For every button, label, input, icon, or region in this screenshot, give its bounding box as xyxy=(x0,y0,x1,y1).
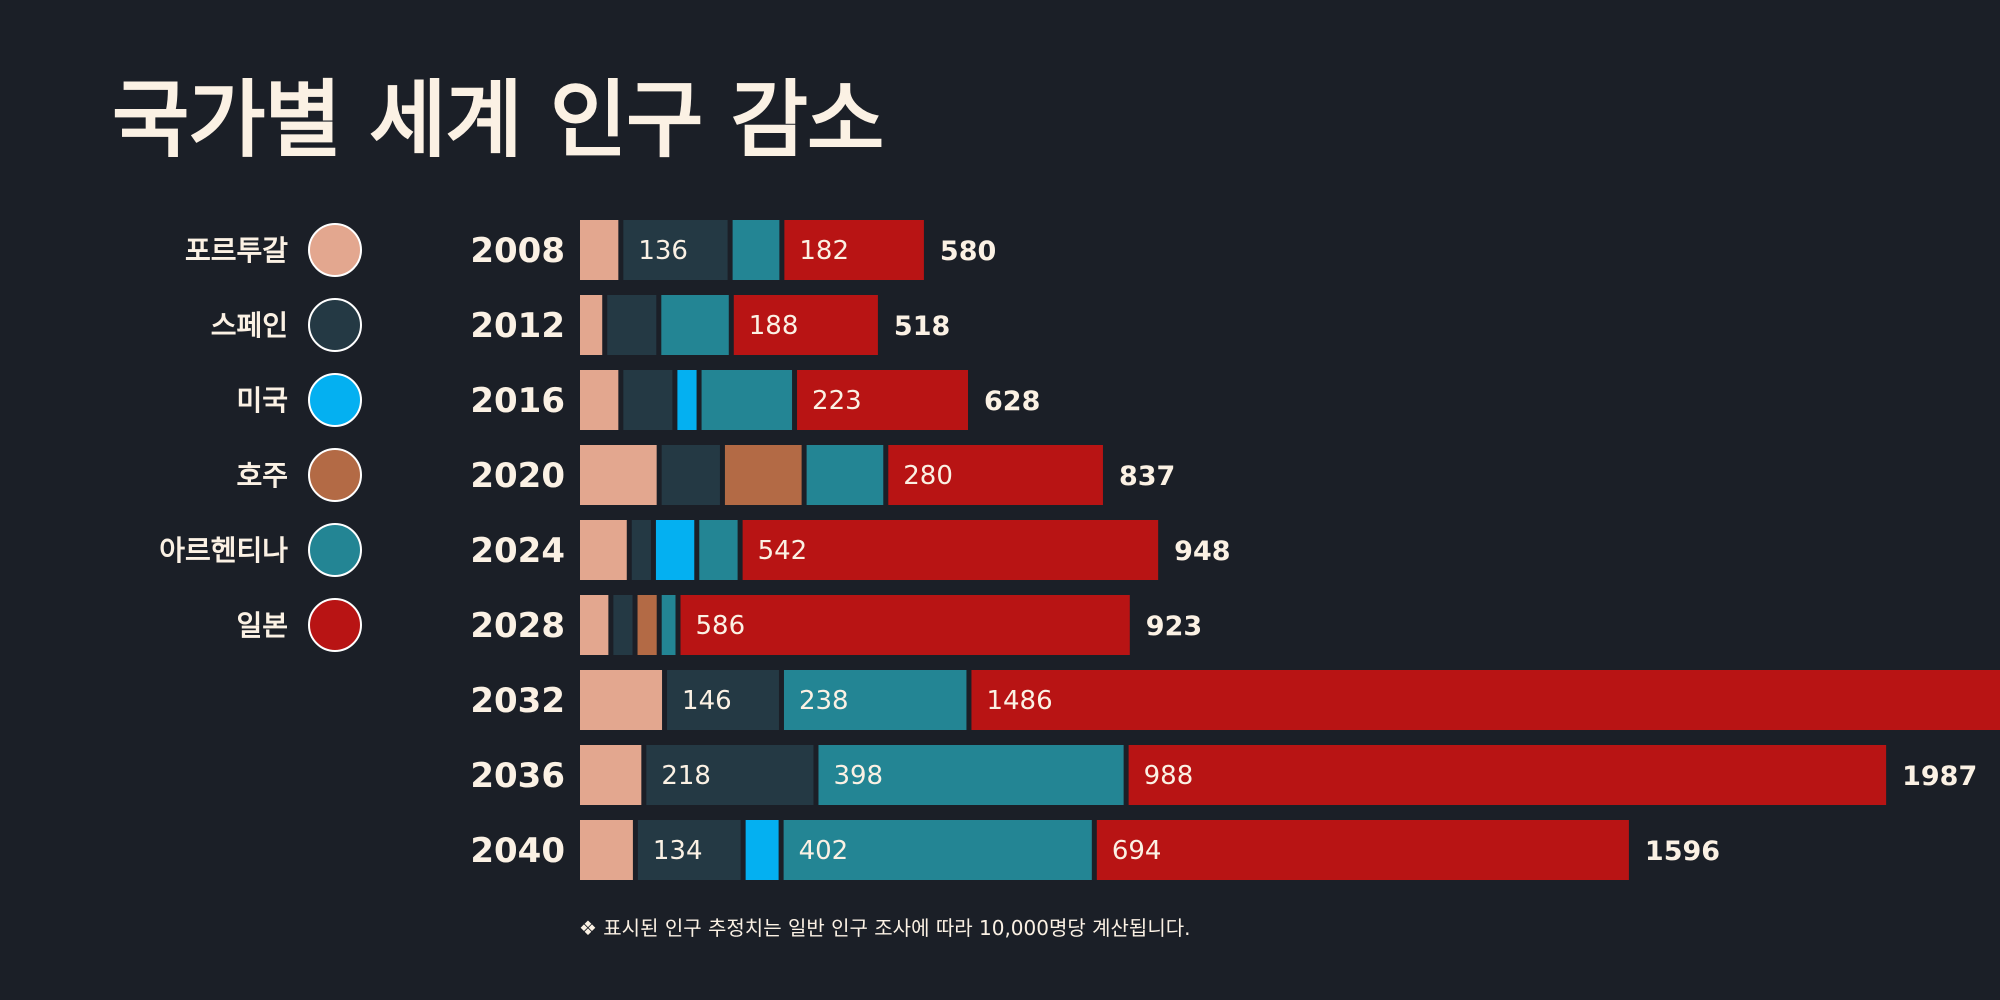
bar-segment xyxy=(631,520,651,580)
segment-value-label: 398 xyxy=(833,761,883,791)
segment-value-label: 988 xyxy=(1144,761,1194,791)
bar-segment xyxy=(613,595,633,655)
year-label: 2028 xyxy=(470,606,565,646)
total-value-label: 923 xyxy=(1146,611,1202,642)
total-value-label: 837 xyxy=(1119,461,1175,492)
legend-swatch xyxy=(308,448,362,502)
segment-value-label: 218 xyxy=(661,761,711,791)
segment-value-label: 134 xyxy=(653,836,703,866)
total-value-label: 628 xyxy=(984,386,1040,417)
chart-title: 국가별 세계 인구 감소 xyxy=(112,71,884,169)
bar-segment xyxy=(806,445,884,505)
segment-value-label: 188 xyxy=(749,311,799,341)
segment-value-label: 223 xyxy=(812,386,862,416)
bar-segment xyxy=(580,595,609,655)
bar-segment xyxy=(797,370,969,430)
total-value-label: 1987 xyxy=(1902,761,1977,792)
segment-value-label: 238 xyxy=(799,686,849,716)
bar-segment xyxy=(580,445,657,505)
legend-label: 포르투갈 xyxy=(185,234,288,267)
total-value-label: 518 xyxy=(894,311,950,342)
year-label: 2024 xyxy=(470,531,565,571)
bar-segment xyxy=(701,370,793,430)
bar-segment xyxy=(667,670,779,730)
year-label: 2040 xyxy=(470,831,565,871)
bar-segment xyxy=(580,820,633,880)
year-label: 2012 xyxy=(470,306,565,346)
total-value-label: 580 xyxy=(940,236,996,267)
bar-segment xyxy=(677,370,697,430)
bar-segment xyxy=(745,820,779,880)
bar-segment xyxy=(661,445,720,505)
year-label: 2016 xyxy=(470,381,565,421)
bar-segment xyxy=(661,295,729,355)
legend-swatch xyxy=(308,523,362,577)
bar-segment xyxy=(783,670,967,730)
bar-segment xyxy=(580,295,603,355)
bar-segment xyxy=(661,595,676,655)
bar-segment xyxy=(637,820,741,880)
bar-segment xyxy=(818,745,1124,805)
segment-value-label: 586 xyxy=(696,611,746,641)
bar-segment xyxy=(623,220,728,280)
legend-label: 호주 xyxy=(236,459,288,492)
segment-value-label: 146 xyxy=(682,686,732,716)
segment-value-label: 542 xyxy=(758,536,808,566)
bar-segment xyxy=(888,445,1103,505)
bar-segment xyxy=(733,295,878,355)
bar-segment xyxy=(724,445,802,505)
legend-label: 스페인 xyxy=(211,309,288,342)
total-value-label: 948 xyxy=(1174,536,1230,567)
segment-value-label: 402 xyxy=(799,836,849,866)
bar-segment xyxy=(580,670,663,730)
bar-segment xyxy=(580,220,619,280)
legend-label: 미국 xyxy=(236,384,288,417)
bar-segment xyxy=(732,220,780,280)
bar-segment xyxy=(699,520,738,580)
bar-segment xyxy=(655,520,695,580)
footnote: ❖ 표시된 인구 추정치는 일반 인구 조사에 따라 10,000명당 계산됩니… xyxy=(579,916,1191,940)
legend-label: 아르헨티나 xyxy=(159,534,288,567)
bar-segment xyxy=(680,595,1130,655)
legend-swatch xyxy=(308,223,362,277)
segment-value-label: 694 xyxy=(1112,836,1162,866)
bar-segment xyxy=(971,670,2000,730)
bar-segment xyxy=(580,370,619,430)
segment-value-label: 136 xyxy=(638,236,688,266)
bar-segment xyxy=(646,745,814,805)
legend-swatch xyxy=(308,298,362,352)
legend-swatch xyxy=(308,373,362,427)
bar-segment xyxy=(580,520,627,580)
bar-segment xyxy=(623,370,673,430)
year-label: 2036 xyxy=(470,756,565,796)
legend-swatch xyxy=(308,598,362,652)
bar-segment xyxy=(783,820,1092,880)
year-label: 2008 xyxy=(470,231,565,271)
bar-segment xyxy=(1128,745,1887,805)
legend-label: 일본 xyxy=(236,609,288,642)
year-label: 2032 xyxy=(470,681,565,721)
segment-value-label: 1486 xyxy=(986,686,1052,716)
segment-value-label: 280 xyxy=(903,461,953,491)
bar-segment xyxy=(784,220,924,280)
year-label: 2020 xyxy=(470,456,565,496)
total-value-label: 1596 xyxy=(1645,836,1720,867)
bar-segment xyxy=(607,295,657,355)
bar-segment xyxy=(637,595,657,655)
segment-value-label: 182 xyxy=(799,236,849,266)
bar-segment xyxy=(742,520,1159,580)
bar-segment xyxy=(580,745,642,805)
bar-segment xyxy=(1096,820,1629,880)
